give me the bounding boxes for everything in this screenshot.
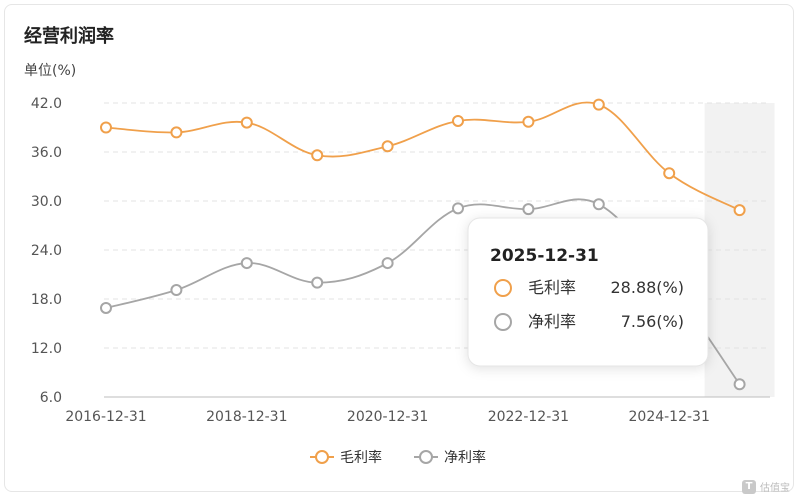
watermark: T 估值宝 bbox=[742, 479, 790, 494]
data-point bbox=[663, 167, 676, 180]
x-tick-label: 2018-12-31 bbox=[206, 409, 287, 425]
data-point bbox=[592, 198, 605, 211]
data-point bbox=[100, 301, 112, 314]
tooltip-series-value: 28.88(%) bbox=[611, 278, 685, 297]
tooltip-series-name: 毛利率 bbox=[528, 278, 576, 297]
x-tick-label: 2020-12-31 bbox=[347, 409, 428, 425]
y-tick-label: 24.0 bbox=[31, 243, 62, 259]
data-point bbox=[381, 257, 394, 270]
y-tick-label: 18.0 bbox=[31, 292, 62, 308]
data-point bbox=[240, 257, 253, 270]
y-tick-label: 42.0 bbox=[31, 96, 62, 112]
data-point bbox=[170, 126, 183, 139]
tooltip-series-value: 7.56(%) bbox=[621, 312, 684, 331]
data-point bbox=[733, 204, 746, 217]
data-point bbox=[522, 203, 535, 216]
legend-label: 净利率 bbox=[444, 449, 486, 466]
data-point bbox=[311, 276, 324, 289]
data-point bbox=[100, 121, 112, 134]
tooltip-series-name: 净利率 bbox=[528, 312, 576, 331]
chart-title: 经营利润率 bbox=[24, 26, 114, 47]
tooltip-box bbox=[467, 217, 709, 367]
unit-label: 单位(%) bbox=[24, 63, 77, 79]
tooltip: 2025-12-31 毛利率 28.88(%) 净利率 7.56(%) bbox=[467, 217, 709, 367]
x-tick-label: 2016-12-31 bbox=[65, 409, 146, 425]
data-point bbox=[381, 140, 394, 153]
series-line-gross-margin bbox=[105, 101, 741, 211]
data-point bbox=[592, 98, 605, 111]
watermark-logo-icon: T bbox=[742, 479, 756, 494]
tooltip-marker-icon bbox=[494, 279, 512, 297]
y-tick-label: 30.0 bbox=[31, 194, 62, 210]
x-tick-label: 2024-12-31 bbox=[629, 409, 710, 425]
data-point bbox=[733, 378, 746, 391]
tooltip-marker-icon bbox=[494, 313, 512, 331]
legend-marker-icon bbox=[315, 450, 329, 464]
tooltip-date: 2025-12-31 bbox=[490, 246, 599, 266]
y-tick-label: 6.0 bbox=[40, 390, 62, 406]
watermark-text: 估值宝 bbox=[760, 483, 790, 494]
legend-label: 毛利率 bbox=[340, 449, 382, 466]
data-point bbox=[452, 114, 464, 127]
data-point bbox=[170, 284, 183, 297]
y-tick-label: 12.0 bbox=[31, 341, 62, 357]
data-point bbox=[240, 116, 253, 129]
x-tick-label: 2022-12-31 bbox=[488, 409, 569, 425]
data-point bbox=[452, 202, 464, 215]
y-tick-label: 36.0 bbox=[31, 145, 62, 161]
data-point bbox=[522, 115, 535, 128]
legend-marker-icon bbox=[419, 450, 433, 464]
data-point bbox=[311, 149, 324, 162]
